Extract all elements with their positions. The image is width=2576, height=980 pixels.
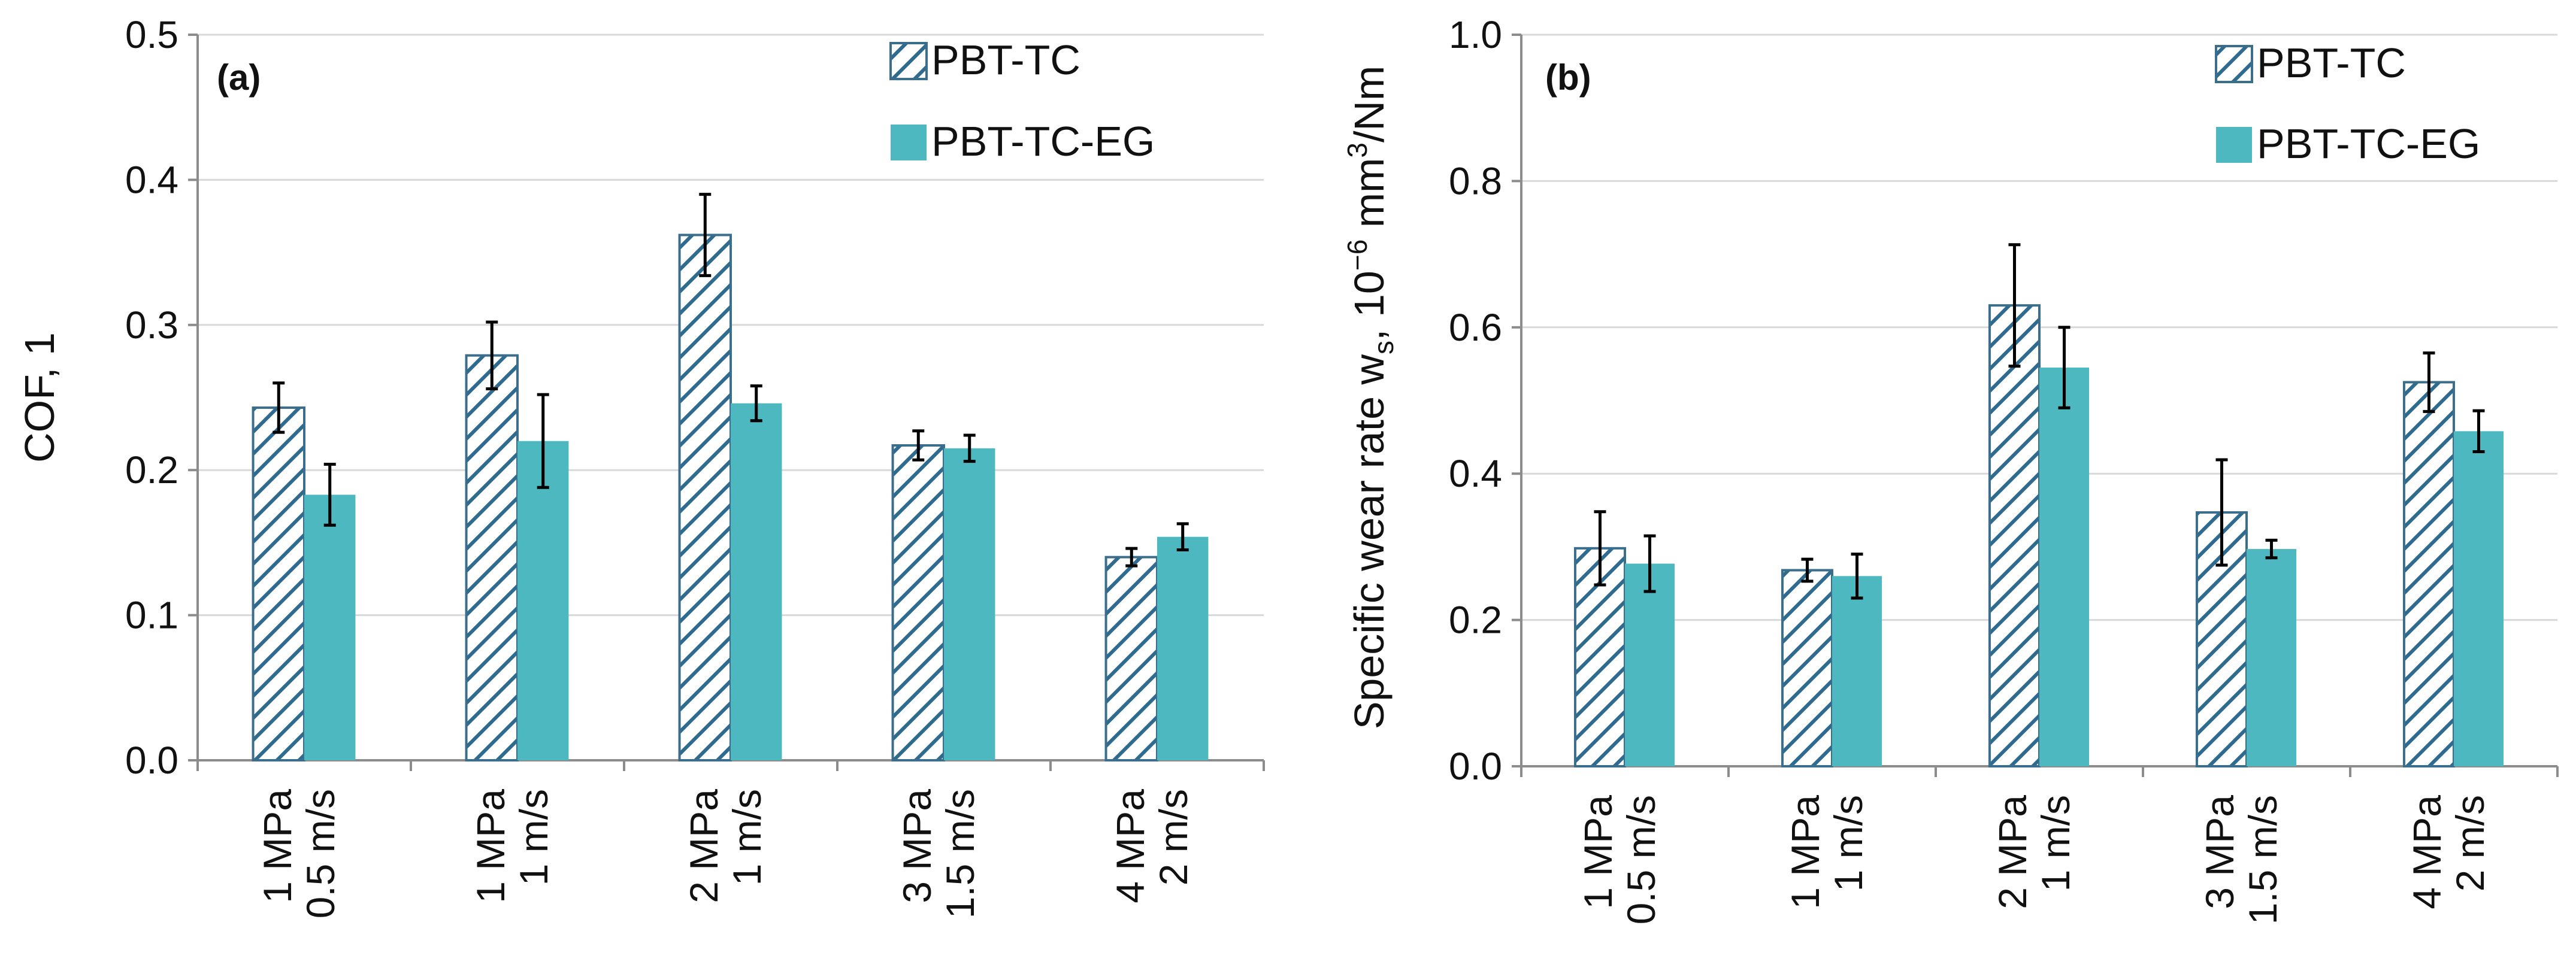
- bar-pbt-tc-eg: [1625, 563, 1675, 766]
- y-axis-label-part: /Nm: [1346, 66, 1393, 142]
- x-category-label-line1: 4 MPa: [2405, 795, 2449, 909]
- bar-pbt-tc: [1104, 556, 1159, 761]
- bar-pbt-tc: [2402, 381, 2455, 767]
- bar-pbt-tc: [678, 233, 732, 761]
- y-axis-label-part: Specific wear rate w: [1346, 354, 1393, 729]
- x-category-label-line1: 1 MPa: [1576, 795, 1620, 909]
- y-tick-label: 0.1: [125, 594, 178, 637]
- bar-pbt-tc-eg: [731, 403, 782, 760]
- y-tick-label: 0.0: [1449, 745, 1502, 788]
- legend-swatch-pbt-tc: [2215, 45, 2253, 83]
- y-tick-label: 1.0: [1449, 13, 1502, 56]
- y-tick-label: 0.4: [125, 158, 178, 201]
- x-category-label-line2: 2 m/s: [2448, 795, 2492, 891]
- y-axis-label-part: mm: [1346, 158, 1393, 239]
- bar-pbt-tc-eg: [2039, 368, 2090, 766]
- bar-pbt-tc-eg: [1832, 576, 1882, 766]
- x-category-label-line2: 1 m/s: [2033, 795, 2078, 891]
- x-category-label-line1: 2 MPa: [1990, 795, 2035, 909]
- legend-label-pbt-tc: PBT-TC: [2257, 40, 2406, 86]
- y-axis-label: Specific wear rate ws, 10−6 mm3/Nm: [1342, 66, 1399, 730]
- bar-pbt-tc: [1988, 304, 2041, 767]
- legend-swatch-pbt-tc-eg: [2216, 127, 2252, 163]
- x-category-label-line1: 2 MPa: [682, 789, 726, 903]
- panel-label: (b): [1545, 57, 1591, 98]
- x-category-label-line1: 3 MPa: [895, 789, 939, 903]
- legend-swatch-pbt-tc-eg: [891, 125, 927, 160]
- y-tick-label: 0.6: [1449, 306, 1502, 349]
- y-tick-label: 0.4: [1449, 452, 1502, 495]
- bar-pbt-tc: [891, 444, 946, 761]
- y-axis-label: COF, 1: [16, 332, 63, 463]
- y-axis-label-part: s: [1368, 341, 1399, 354]
- x-category-label-line1: 1 MPa: [255, 789, 299, 903]
- bar-pbt-tc: [465, 354, 519, 761]
- x-category-label-line2: 1.5 m/s: [2241, 795, 2285, 924]
- x-category-label-line2: 0.5 m/s: [1619, 795, 1663, 924]
- y-tick-label: 0.5: [125, 13, 178, 56]
- legend: PBT-TC PBT-TC-EG: [889, 37, 1155, 165]
- bar-pbt-tc-eg: [944, 448, 995, 760]
- y-tick-label: 0.2: [1449, 599, 1502, 642]
- y-tick-label: 0.3: [125, 304, 178, 347]
- bar-pbt-tc-eg: [1157, 536, 1209, 760]
- legend-swatch-pbt-tc: [889, 42, 928, 80]
- x-category-label-line1: 3 MPa: [2197, 795, 2242, 909]
- legend-label-pbt-tc-eg: PBT-TC-EG: [2257, 120, 2480, 167]
- y-tick-label: 0.0: [125, 739, 178, 782]
- y-tick-label: 0.2: [125, 448, 178, 491]
- y-axis-label-part: , 10: [1346, 271, 1393, 341]
- bar-pbt-tc-eg: [304, 494, 356, 760]
- x-category-label-line2: 1 m/s: [511, 789, 556, 885]
- bar-pbt-tc: [1781, 569, 1833, 768]
- bar-pbt-tc-eg: [2247, 549, 2297, 766]
- y-axis-label-part: 3: [1342, 142, 1373, 158]
- legend: PBT-TC PBT-TC-EG: [2215, 40, 2480, 167]
- x-category-label-line1: 1 MPa: [1783, 795, 1827, 909]
- y-axis-label-part: −6: [1342, 239, 1373, 271]
- x-category-label-line2: 1 m/s: [1826, 795, 1870, 891]
- bar-pbt-tc-eg: [517, 441, 569, 760]
- x-category-label-line1: 4 MPa: [1108, 789, 1152, 903]
- y-tick-label: 0.8: [1449, 159, 1502, 202]
- x-category-label-line2: 2 m/s: [1151, 789, 1195, 885]
- bar-pbt-tc-eg: [2454, 431, 2504, 766]
- legend-label-pbt-tc: PBT-TC: [931, 37, 1080, 83]
- x-category-label-line1: 1 MPa: [468, 789, 513, 903]
- x-category-label-line2: 1 m/s: [725, 789, 769, 885]
- bar-pbt-tc: [252, 406, 305, 761]
- legend-label-pbt-tc-eg: PBT-TC-EG: [931, 118, 1155, 165]
- x-category-label-line2: 1.5 m/s: [938, 789, 982, 918]
- x-category-label-line2: 0.5 m/s: [298, 789, 343, 918]
- panel-label: (a): [217, 57, 261, 98]
